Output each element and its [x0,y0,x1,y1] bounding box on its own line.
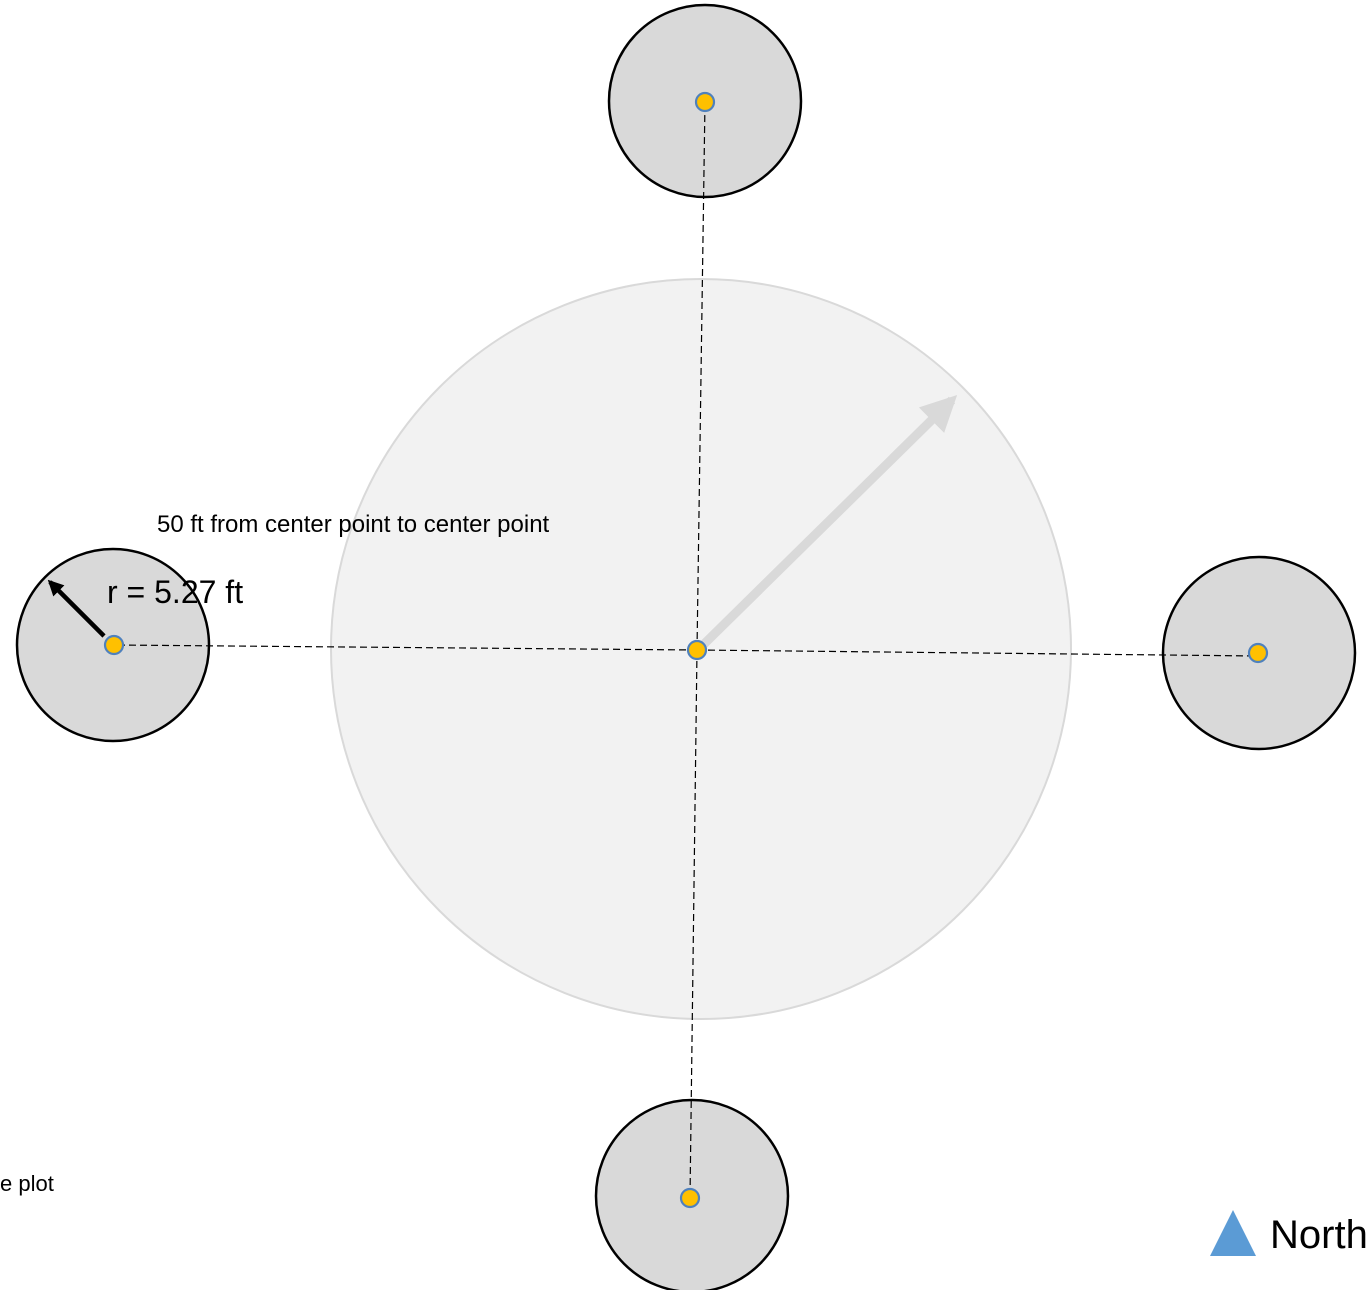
subplot-radius-arrow [47,579,106,638]
north-triangle-icon [1210,1210,1256,1256]
center-point-east [1247,642,1269,664]
connector-line-south [689,649,698,1199]
center-point-main [686,639,708,661]
north-label: North [1270,1213,1368,1257]
distance-label: 50 ft from center point to center point [157,511,550,538]
connector-line-west [113,644,698,651]
center-point-north [694,91,716,113]
plot-caption-partial: e plot [0,1171,54,1196]
center-point-south [679,1187,701,1209]
connector-line-east [696,649,1259,657]
large-plot-radius-arrow [696,394,958,652]
center-point-west [103,634,125,656]
connector-line-north [696,100,706,651]
subplot-radius-label: r = 5.27 ft [107,574,244,610]
